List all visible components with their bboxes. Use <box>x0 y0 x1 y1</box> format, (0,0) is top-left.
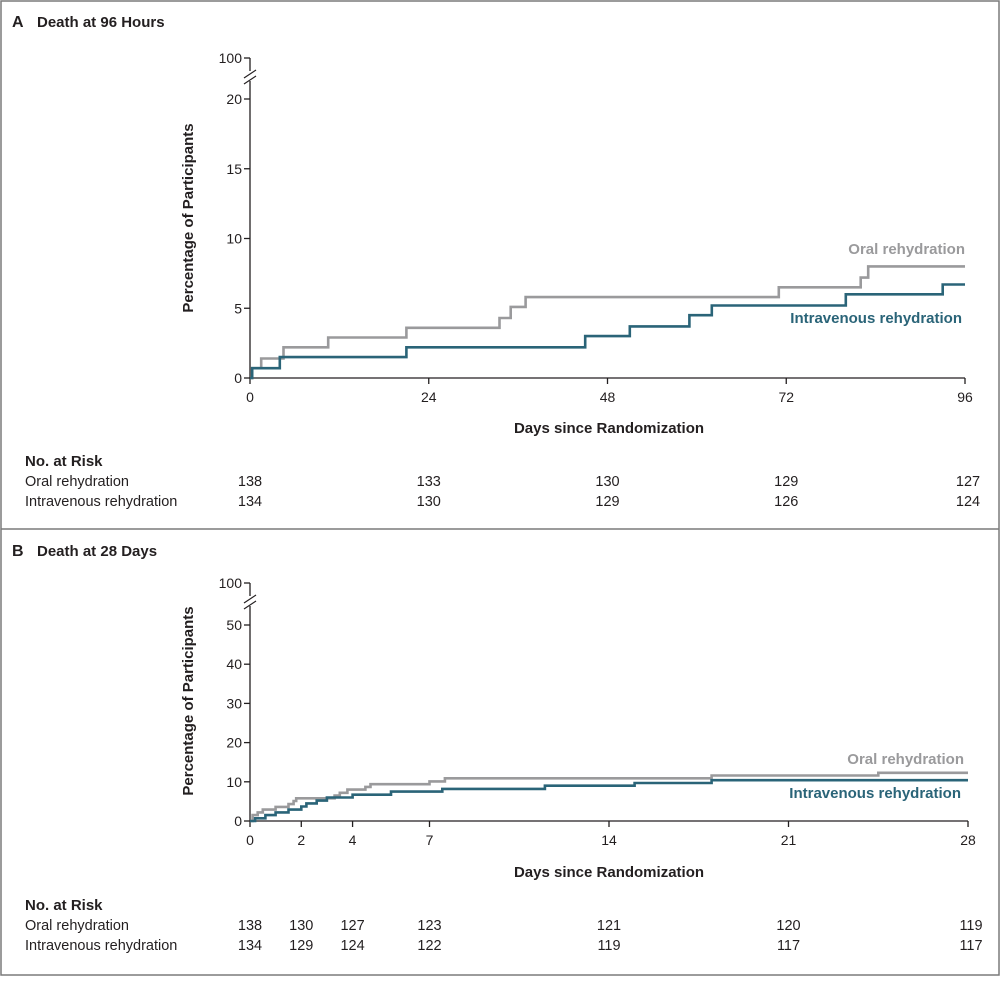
panel-b-risk-iv-value: 117 <box>959 938 982 954</box>
panel-a-series-lines <box>250 265 965 380</box>
panel-a-iv-label: Intravenous rehydration <box>790 310 962 327</box>
panel-a-risk-header: No. at Risk <box>25 453 103 470</box>
panel-b-risk-values: 138 130 127 123 121 120 119 134 129 124 122 119 117 1… <box>238 918 983 954</box>
panel-b-risk-oral-value: 119 <box>959 918 982 934</box>
panel-b-risk-oral-value: 121 <box>597 918 621 934</box>
panel-b-risk-iv-label: Intravenous rehydration <box>25 938 177 954</box>
panel-b-risk-iv-value: 122 <box>417 938 441 954</box>
panel-a-x-tick-label: 96 <box>957 389 973 405</box>
panel-b-intravenous-rehydration-line <box>250 778 968 823</box>
panel-b-x-tick-label: 28 <box>960 832 976 848</box>
panel-b-axis-break-mark <box>243 600 257 610</box>
panel-a-title: Death at 96 Hours <box>37 14 165 31</box>
panel-a-risk-iv-value: 134 <box>238 494 262 510</box>
panel-b-x-tick-label: 0 <box>246 832 254 848</box>
panel-a-risk-oral-value: 130 <box>595 474 619 490</box>
panel-b-risk-oral-value: 123 <box>417 918 441 934</box>
panel-a-risk-iv-label: Intravenous rehydration <box>25 494 177 510</box>
panel-a-risk-oral-value: 138 <box>238 474 262 490</box>
panel-a-x-tick-label: 24 <box>421 389 437 405</box>
panel-a-risk-oral-value: 129 <box>774 474 798 490</box>
panel-a-risk-values: 138 133 130 129 127 134 130 129 126 124 <box>238 474 980 510</box>
panel-b-risk-header: No. at Risk <box>25 897 103 914</box>
panel-a-risk-oral-label: Oral rehydration <box>25 474 129 490</box>
panel-a-x-tick-label: 72 <box>778 389 794 405</box>
panel-b-x-tick-label: 4 <box>349 832 357 848</box>
panel-b-risk-iv-value: 124 <box>340 938 364 954</box>
panel-a-x-axis-title: Days since Randomization <box>514 420 704 437</box>
panel-b-oral-rehydration-line <box>250 771 968 823</box>
panel-a-x-tick-label: 48 <box>600 389 616 405</box>
panel-a-letter: A <box>12 14 24 31</box>
panel-b-risk-iv-value: 119 <box>597 938 620 954</box>
panel-a-tick-labels: 100 0 5 10 15 20 0 24 48 72 96 <box>219 50 973 405</box>
panel-b-y-tick-label: 10 <box>226 774 242 790</box>
panel-a-axis-break-mark <box>243 69 257 79</box>
panel-a-risk-oral-value: 133 <box>417 474 441 490</box>
panel-b-oral-label: Oral rehydration <box>847 751 964 768</box>
panel-b-axis-break-mark <box>243 594 257 604</box>
panel-a-y-axis-title: Percentage of Participants <box>180 123 197 312</box>
panel-a-risk-iv-value: 129 <box>595 494 619 510</box>
panel-b-x-tick-label: 7 <box>426 832 434 848</box>
panel-a-intravenous-rehydration-line <box>250 283 965 380</box>
panel-b-y-tick-label: 30 <box>226 695 242 711</box>
panel-a-y-tick-label: 5 <box>234 300 242 316</box>
panel-b-risk-iv-value: 134 <box>238 938 262 954</box>
panel-a: A Death at 96 Hours Percentage of Partic… <box>12 14 980 510</box>
panel-a-axes <box>243 57 966 384</box>
panel-a-y-tick-label: 15 <box>226 161 242 177</box>
panel-b-risk-oral-value: 120 <box>776 918 800 934</box>
panel-b-x-axis-title: Days since Randomization <box>514 864 704 881</box>
panel-a-y-tick-label: 20 <box>226 91 242 107</box>
panel-a-y-tick-label: 100 <box>219 50 243 66</box>
panel-a-risk-oral-value: 127 <box>956 474 980 490</box>
panel-b-series-lines <box>250 771 968 823</box>
panel-b-risk-oral-value: 138 <box>238 918 262 934</box>
panel-a-risk-iv-value: 130 <box>417 494 441 510</box>
panel-b-axes <box>243 582 969 827</box>
panel-b-y-axis-title: Percentage of Participants <box>180 606 197 795</box>
panel-b-x-tick-label: 2 <box>297 832 305 848</box>
panel-b-y-tick-label: 100 <box>219 575 243 591</box>
panel-a-risk-iv-value: 126 <box>774 494 798 510</box>
panel-b-y-tick-label: 0 <box>234 813 242 829</box>
panel-b-letter: B <box>12 543 24 560</box>
panel-a-oral-label: Oral rehydration <box>848 241 965 258</box>
panel-b-tick-labels: 100 0 10 20 30 40 50 0 2 4 7 14 21 28 <box>219 575 976 848</box>
panel-b-risk-oral-value: 130 <box>289 918 313 934</box>
panel-b-iv-label: Intravenous rehydration <box>789 785 961 802</box>
panel-b-y-tick-label: 40 <box>226 656 242 672</box>
panel-b-risk-oral-value: 127 <box>340 918 364 934</box>
panel-b-x-tick-label: 21 <box>781 832 797 848</box>
panel-a-y-tick-label: 10 <box>226 231 242 247</box>
panel-b: B Death at 28 Days Percentage of Partici… <box>12 543 983 954</box>
panel-b-risk-iv-value: 129 <box>289 938 313 954</box>
panel-b-x-tick-label: 14 <box>601 832 617 848</box>
panel-a-risk-iv-value: 124 <box>956 494 980 510</box>
panel-b-risk-oral-label: Oral rehydration <box>25 918 129 934</box>
panel-a-y-tick-label: 0 <box>234 370 242 386</box>
panel-a-x-tick-label: 0 <box>246 389 254 405</box>
panel-a-oral-rehydration-line <box>250 265 965 380</box>
panel-b-y-tick-label: 20 <box>226 735 242 751</box>
panel-b-risk-iv-value: 117 <box>777 938 800 954</box>
panel-a-axis-break-mark <box>243 75 257 85</box>
panel-b-title: Death at 28 Days <box>37 543 157 560</box>
panel-b-y-tick-label: 50 <box>226 617 242 633</box>
